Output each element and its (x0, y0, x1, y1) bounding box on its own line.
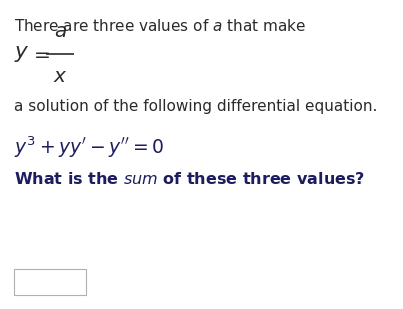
Text: There are three values of $\mathit{a}$ that make: There are three values of $\mathit{a}$ t… (14, 18, 306, 34)
Text: $\mathbf{\mathit{y}}$: $\mathbf{\mathit{y}}$ (14, 44, 29, 64)
Text: a solution of the following differential equation.: a solution of the following differential… (14, 99, 377, 114)
Text: $y^3 + yy' - y'' = 0$: $y^3 + yy' - y'' = 0$ (14, 134, 164, 159)
Text: $\mathit{x}$: $\mathit{x}$ (53, 67, 67, 86)
Text: What is the $\mathbf{\mathit{sum}}$ of these three values?: What is the $\mathbf{\mathit{sum}}$ of t… (14, 171, 365, 187)
FancyBboxPatch shape (14, 269, 86, 295)
Text: $\mathit{a}$: $\mathit{a}$ (54, 22, 66, 41)
Text: $=$: $=$ (30, 44, 51, 64)
